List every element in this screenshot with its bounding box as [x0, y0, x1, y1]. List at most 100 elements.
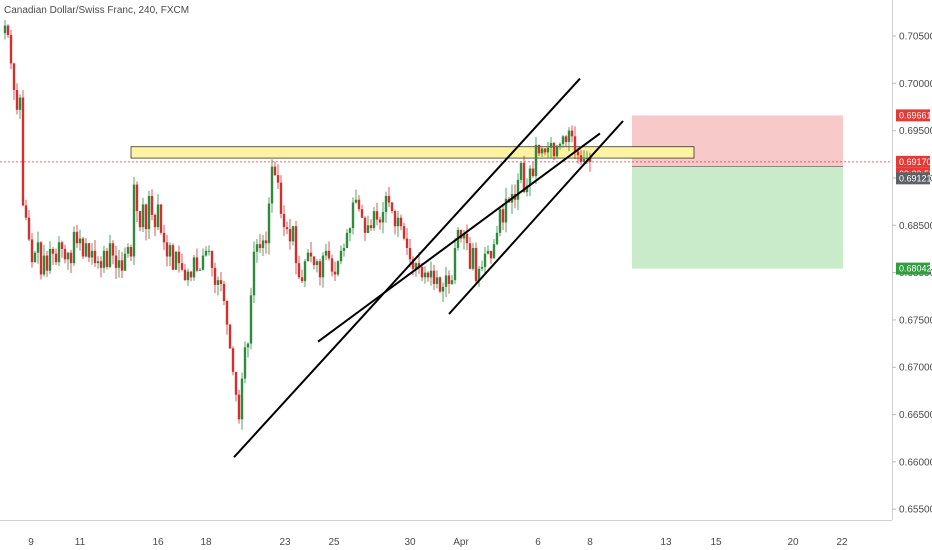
candle-body [180, 263, 184, 270]
entry-price-label: 0.69121 [896, 172, 932, 185]
candle-body [297, 263, 301, 278]
candle-body [519, 162, 523, 180]
candle-body [189, 271, 193, 278]
candle-body [54, 253, 58, 263]
candle-body [441, 286, 445, 292]
candle-body [471, 247, 475, 269]
candle-body [168, 245, 172, 257]
y-axis: 0.705000.700000.695000.690000.685000.680… [892, 32, 932, 516]
candle-body [480, 266, 484, 269]
stop-loss-price-label: 0.69661 [896, 109, 932, 122]
candle-body [381, 212, 385, 223]
candle-body [357, 199, 361, 210]
candle-body [93, 250, 97, 264]
y-tick-label: 0.70500 [899, 32, 932, 43]
candle-body [483, 253, 487, 267]
y-tick-label: 0.68500 [899, 221, 932, 232]
candle-body [18, 97, 22, 110]
y-tick-label: 0.70000 [899, 79, 932, 90]
x-tick-label: 13 [660, 537, 672, 548]
candle-body [414, 263, 418, 269]
candle-body [327, 250, 331, 259]
candle-body [333, 271, 337, 275]
candle-body [45, 255, 49, 271]
candle-body [291, 226, 295, 242]
candle-body [417, 263, 421, 267]
svg-text:0.69661: 0.69661 [899, 110, 932, 120]
candle-body [438, 277, 442, 292]
candle-body [468, 243, 472, 269]
candle-body [396, 217, 400, 227]
candle-body [474, 247, 478, 282]
candle-body [147, 195, 151, 230]
candle-body [210, 250, 214, 268]
candle-body [366, 225, 370, 233]
candle-body [444, 275, 448, 287]
candle-body [138, 211, 142, 228]
candle-body [570, 130, 574, 137]
candle-body [270, 166, 274, 204]
candle-body [219, 280, 223, 284]
candle-body [321, 255, 325, 278]
x-tick-label: Apr [453, 537, 469, 548]
candle-body [162, 232, 166, 243]
candle-body [261, 240, 265, 248]
candle-body [318, 261, 322, 278]
candle-body [405, 238, 409, 248]
candle-body [78, 238, 82, 244]
candle-body [144, 204, 148, 230]
current-price-label: 0.69170 [896, 155, 932, 168]
candle-body [36, 242, 40, 253]
candle-body [246, 343, 250, 348]
candle-body [330, 258, 334, 272]
candle-body [288, 229, 292, 242]
svg-text:0.68042: 0.68042 [899, 264, 932, 274]
candle-body [255, 244, 259, 252]
candle-body [213, 267, 217, 285]
trendline-channel-1-lower[interactable] [233, 77, 581, 458]
candle-body [258, 244, 262, 248]
candle-body [303, 261, 307, 282]
candle-body [171, 245, 175, 270]
take-profit-zone[interactable] [632, 166, 843, 269]
candle-body [27, 217, 31, 240]
candle-body [582, 159, 586, 162]
candle-body [87, 243, 91, 258]
candle-body [462, 233, 466, 239]
symbol-title[interactable]: Canadian Dollar/Swiss Franc, 240, FXCM [4, 5, 189, 16]
candle-body [573, 136, 577, 152]
candle-body [390, 202, 394, 212]
y-tick-label: 0.69500 [899, 126, 932, 137]
candle-body [309, 252, 313, 257]
candle-body [39, 242, 43, 275]
candle-body [477, 268, 481, 282]
candle-body [249, 295, 253, 344]
candle-body [522, 162, 526, 193]
x-tick-label: 15 [710, 537, 722, 548]
trendline-channel-2-lower[interactable] [448, 120, 624, 315]
candle-body [252, 251, 256, 296]
candle-body [132, 184, 136, 257]
candle-body [429, 270, 433, 278]
candle-body [3, 25, 7, 34]
candle-body [198, 269, 202, 271]
candle-body [576, 151, 580, 156]
candle-body [72, 231, 76, 264]
candle-body [267, 203, 271, 244]
resistance-zone[interactable] [130, 146, 695, 159]
candle-body [564, 136, 568, 142]
candle-body [96, 261, 100, 264]
candle-body [336, 261, 340, 275]
candle-body [339, 250, 343, 262]
candle-body [243, 347, 247, 379]
candle-body [360, 209, 364, 218]
candle-body [273, 166, 277, 176]
candle-body [324, 250, 328, 256]
candle-body [312, 256, 316, 266]
x-tick-label: 18 [200, 537, 212, 548]
candle-body [495, 232, 499, 245]
x-tick-label: 25 [328, 537, 340, 548]
stop-loss-zone[interactable] [632, 115, 843, 167]
candle-body [90, 250, 94, 258]
candle-body [24, 205, 28, 218]
